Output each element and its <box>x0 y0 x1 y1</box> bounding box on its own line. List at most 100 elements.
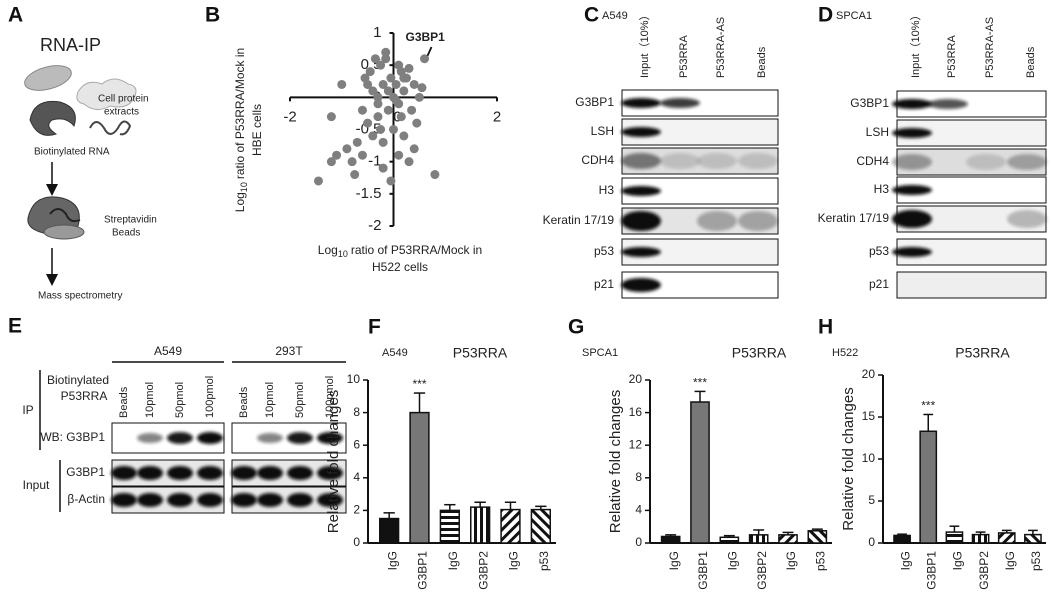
significance: *** <box>412 377 426 391</box>
annotation-arrow <box>426 46 433 57</box>
input-label: Input <box>23 478 50 492</box>
panel-letter: E <box>8 315 22 338</box>
blot-band <box>892 128 932 138</box>
scatter-point <box>414 92 424 102</box>
x-tick-label: G3BP2 <box>977 551 991 590</box>
axis-label: HBE cells <box>250 104 264 156</box>
row-label: Keratin 17/19 <box>818 211 890 225</box>
blot-band <box>621 98 661 108</box>
lane-header: 50pmol <box>294 382 306 418</box>
scatter-point <box>378 163 388 173</box>
scatter-point <box>373 112 383 122</box>
bar <box>945 531 964 544</box>
bar <box>500 508 521 544</box>
panel-letter: H <box>818 316 833 339</box>
x-tick-label: IgG <box>446 551 460 570</box>
row-label: Keratin 17/19 <box>543 213 615 227</box>
x-tick-label: 2 <box>493 108 501 125</box>
blot-band <box>621 211 661 231</box>
scatter-point <box>352 137 362 147</box>
row-label: G3BP1 <box>66 465 105 479</box>
blot-band <box>167 432 193 444</box>
blot-band <box>317 432 343 444</box>
scatter-point <box>399 73 409 83</box>
scatter-point <box>365 67 375 77</box>
blot-band <box>697 153 737 169</box>
scatter-point <box>337 79 347 89</box>
x-tick-label: p53 <box>814 551 828 571</box>
axis-label: Log10 ratio of P53RRA/Mock in <box>233 48 249 212</box>
blot-band <box>738 153 778 169</box>
y-axis-label: Relative fold changes <box>840 387 857 530</box>
blot-band <box>697 211 737 231</box>
illustration-label: Mass spectrometry <box>38 291 122 302</box>
blot-band <box>1007 210 1047 228</box>
row-label: H3 <box>874 182 890 196</box>
lane-header: P53RRA-AS <box>715 17 727 78</box>
scatter-point <box>383 86 393 96</box>
lane-header: P53RRA-AS <box>984 17 996 78</box>
y-tick-label: 0 <box>868 535 875 549</box>
row-label: p21 <box>594 277 614 291</box>
chart-title: P53RRA <box>732 345 787 361</box>
y-tick-label: 8 <box>353 405 360 419</box>
y-tick-label: 1 <box>373 24 381 41</box>
lane-header: Beads <box>1025 46 1037 78</box>
bar <box>530 508 551 544</box>
axis-label-subscript: 10 <box>338 249 348 259</box>
x-tick-label: G3BP2 <box>755 551 769 590</box>
significance: *** <box>921 399 935 413</box>
lane-header: 50pmol <box>174 382 186 418</box>
lane-header: 10pmol <box>264 382 276 418</box>
cell-line: SPCA1 <box>582 347 618 359</box>
scatter-point <box>363 118 373 128</box>
lane-header: Beads <box>118 386 130 418</box>
x-tick-label: G3BP2 <box>476 551 490 590</box>
panel-letter: G <box>568 316 584 339</box>
scatter-point <box>378 137 388 147</box>
scatter-point <box>420 54 430 64</box>
blot-band <box>287 432 313 444</box>
illustration-label: Biotinylated RNA <box>34 147 110 158</box>
blot-band <box>197 466 223 480</box>
blot-band <box>137 466 163 480</box>
scatter-point <box>394 150 404 160</box>
cell-line: A549 <box>382 347 408 359</box>
blot-band <box>660 98 700 108</box>
axis-label-part: Log <box>233 192 247 212</box>
scatter-point <box>350 170 360 180</box>
x-tick-label: G3BP1 <box>696 551 710 590</box>
blot-band <box>231 466 257 480</box>
blot-band <box>317 466 343 480</box>
cell-line: A549 <box>602 10 628 22</box>
row-label: H3 <box>599 183 615 197</box>
x-tick-label: IgG <box>385 551 399 570</box>
blot-band <box>892 210 932 228</box>
x-tick-label: IgG <box>951 551 965 570</box>
bar <box>379 517 400 544</box>
bar <box>997 532 1016 544</box>
row-label: CDH4 <box>856 154 889 168</box>
lane-header: 100pmol <box>204 376 216 418</box>
blot-band <box>317 493 343 507</box>
bar <box>719 536 740 544</box>
scatter-point <box>417 83 427 93</box>
axis-label-subscript: 10 <box>239 182 249 192</box>
scatter-point <box>332 150 342 160</box>
scatter-point <box>357 105 367 115</box>
x-tick-label: p53 <box>537 551 551 571</box>
blot-band <box>257 493 283 507</box>
bar <box>409 411 430 544</box>
blot-band <box>287 466 313 480</box>
y-tick-label: 5 <box>868 493 875 507</box>
blot-band <box>660 153 700 169</box>
group-label: A549 <box>154 344 182 358</box>
row-label: CDH4 <box>581 153 614 167</box>
scatter-point <box>342 144 352 154</box>
row-label: p53 <box>594 244 614 258</box>
scatter-point <box>389 125 398 134</box>
y-tick-label: 20 <box>629 372 643 386</box>
blot-band <box>928 99 968 109</box>
x-tick-label: p53 <box>1029 551 1043 571</box>
x-tick-label: IgG <box>726 551 740 570</box>
